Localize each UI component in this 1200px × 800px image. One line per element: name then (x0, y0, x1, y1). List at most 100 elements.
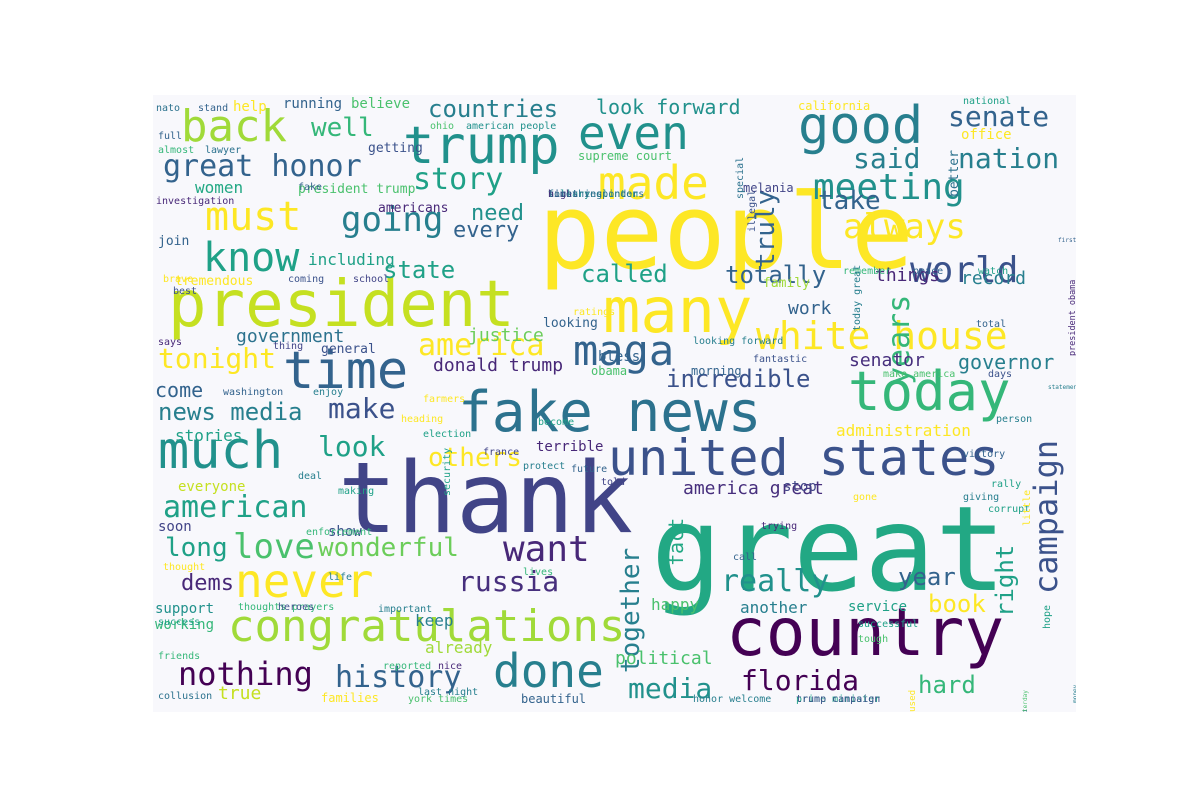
word-yesterday: yesterday (1022, 689, 1029, 712)
word-full: full (158, 131, 183, 142)
word-collusion: collusion (158, 691, 213, 702)
word-making: making (338, 486, 375, 497)
word-totally: totally (725, 261, 827, 289)
word-state: state (383, 256, 456, 284)
word-people: people (538, 171, 914, 293)
word-record: record (961, 268, 1027, 289)
word-great-honor: great honor (163, 149, 362, 184)
word-tough: tough (858, 634, 889, 645)
word-love: love (233, 527, 315, 567)
word-believe: believe (351, 96, 411, 112)
word-deal: deal (298, 471, 323, 482)
word-getting: getting (368, 141, 423, 156)
word-america: america (418, 328, 545, 363)
word-days: days (988, 369, 1013, 380)
word-bless: bless (598, 349, 641, 365)
word-come: come (155, 378, 204, 402)
word-even: even (578, 106, 689, 160)
word-success: success (158, 617, 201, 628)
word-senate: senate (948, 100, 1050, 133)
word-first: first (1058, 237, 1076, 244)
word-another: another (740, 598, 808, 617)
word-congratulations: congratulations (228, 601, 626, 652)
word-fact: fact (664, 517, 688, 566)
word-stop: stop (783, 479, 817, 495)
word-tremendous: tremendous (175, 274, 254, 289)
word-countries: countries (428, 95, 559, 123)
word-true: true (218, 683, 262, 704)
word-morning: morning (691, 364, 742, 378)
word-money: money (1072, 684, 1076, 704)
word-hillary-clinton: hillary clinton (548, 189, 639, 200)
word-made: made (598, 156, 709, 210)
word-used: used (907, 689, 918, 712)
word-looking: looking (543, 316, 598, 331)
word-always: always (843, 207, 966, 247)
word-election: election (423, 429, 472, 440)
word-happy: happy (651, 595, 700, 614)
word-enjoy: enjoy (313, 387, 344, 398)
word-remember: remember (843, 266, 892, 277)
word-beautiful: beautiful (521, 692, 587, 706)
word-hope: hope (1042, 604, 1053, 629)
word-enforcement: enforcement (306, 527, 373, 538)
word-including: including (308, 250, 395, 269)
word-last-night: last night (418, 687, 479, 698)
word-make-america: make america (883, 369, 956, 380)
word-victory: victory (963, 449, 1006, 460)
word-something: something (548, 189, 603, 200)
word-join: join (158, 234, 190, 249)
word-investigation: investigation (156, 196, 235, 207)
word-show: show (328, 524, 362, 540)
word-keep: keep (415, 611, 454, 630)
word-family: family (763, 276, 810, 291)
word-york-times: york times (408, 694, 469, 705)
word-looking-forward: looking forward (693, 336, 784, 347)
word-thing: thing (273, 341, 304, 352)
word-coming: coming (288, 274, 325, 285)
word-going: going (341, 200, 444, 240)
word-look-forward: look forward (596, 95, 741, 119)
word-everyone: everyone (178, 479, 246, 495)
word-already: already (425, 638, 493, 657)
word-work: work (788, 298, 832, 319)
word-campaign: campaign (1027, 439, 1065, 594)
word-families: families (321, 691, 379, 705)
word-others: others (428, 443, 522, 473)
word-times: times (548, 189, 579, 200)
word-things: things (875, 265, 941, 286)
word-america-great: america great (683, 478, 824, 499)
word-heroes: heroes (278, 602, 315, 613)
word-year: year (898, 563, 956, 591)
word-friends: friends (158, 651, 201, 662)
word-best: best (173, 286, 198, 297)
word-great: great (651, 480, 1007, 618)
word-peace: peace (913, 266, 944, 277)
word-little: little (1022, 489, 1033, 526)
word-important: important (378, 604, 433, 615)
word-justice: justice (468, 325, 544, 346)
word-better: better (947, 149, 962, 197)
word-hard: hard (918, 671, 976, 699)
word-lawyer: lawyer (205, 145, 242, 156)
word-trump: trump (403, 116, 560, 176)
word-need: need (471, 201, 524, 226)
word-national: national (963, 96, 1012, 107)
word-ohio: ohio (430, 121, 455, 132)
word-terrible: terrible (536, 439, 604, 455)
word-thought: thought (163, 562, 206, 573)
word-rally: rally (991, 479, 1022, 490)
word-women: women (195, 178, 244, 197)
word-california: california (798, 99, 871, 113)
word-want: want (503, 529, 590, 570)
word-successful: successful (858, 619, 919, 630)
word-back: back (181, 101, 287, 152)
word-office: office (961, 127, 1012, 143)
word-lives: lives (523, 567, 554, 578)
word-long: long (165, 533, 228, 563)
word-government: government (236, 326, 345, 347)
word-good: good (798, 96, 924, 156)
word-tonight: tonight (158, 342, 277, 375)
word-life: life (328, 572, 353, 583)
word-every: every (453, 218, 520, 243)
